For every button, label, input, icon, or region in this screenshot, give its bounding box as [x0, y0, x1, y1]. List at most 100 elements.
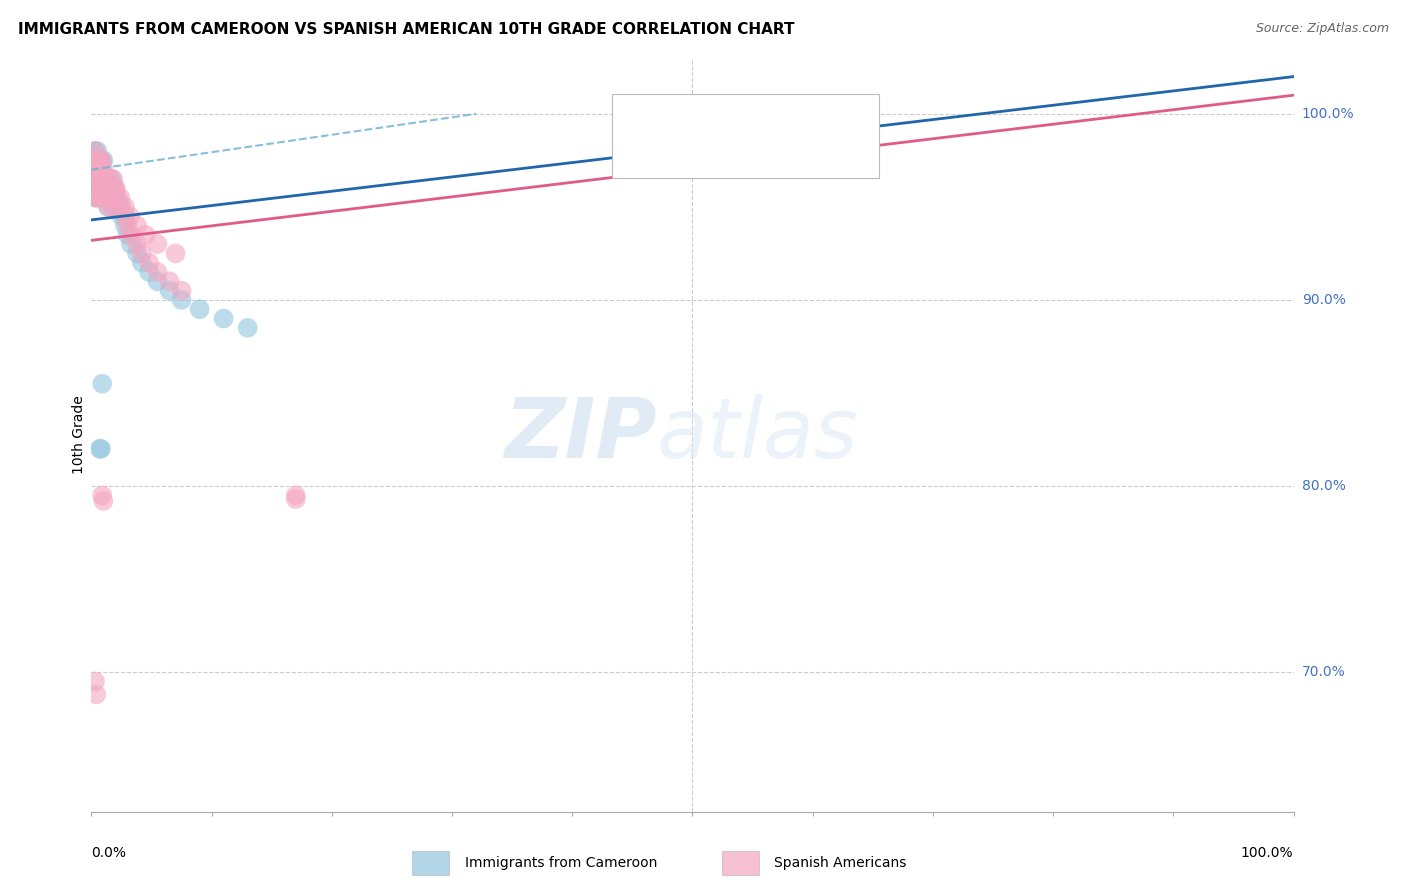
- Text: Spanish Americans: Spanish Americans: [775, 856, 907, 870]
- Point: [131, 246, 153, 260]
- Point: [87, 181, 110, 195]
- Point: [84, 181, 107, 195]
- Text: R = 0.169: R = 0.169: [665, 149, 742, 164]
- Point: [101, 200, 124, 214]
- Point: [170, 284, 193, 298]
- Point: [91, 172, 114, 186]
- Point: [117, 227, 139, 242]
- Point: [120, 237, 142, 252]
- Point: [96, 172, 118, 186]
- Point: [84, 190, 107, 204]
- Point: [90, 442, 112, 456]
- Point: [84, 172, 107, 186]
- Point: [97, 172, 120, 186]
- Point: [89, 153, 111, 168]
- Point: [96, 181, 118, 195]
- Point: [89, 190, 111, 204]
- Point: [93, 181, 115, 195]
- Point: [104, 181, 127, 195]
- Point: [134, 227, 156, 242]
- Point: [91, 376, 114, 391]
- Point: [91, 190, 114, 204]
- Point: [114, 209, 136, 223]
- Point: [84, 162, 107, 177]
- Point: [86, 190, 108, 204]
- Point: [170, 293, 193, 307]
- Point: [100, 181, 122, 195]
- Point: [159, 284, 181, 298]
- Text: IMMIGRANTS FROM CAMEROON VS SPANISH AMERICAN 10TH GRADE CORRELATION CHART: IMMIGRANTS FROM CAMEROON VS SPANISH AMER…: [18, 22, 794, 37]
- Point: [89, 442, 111, 456]
- Text: 90.0%: 90.0%: [1302, 293, 1346, 307]
- Point: [90, 181, 112, 195]
- Point: [94, 190, 117, 204]
- Point: [84, 153, 107, 168]
- Point: [101, 200, 124, 214]
- Point: [97, 181, 120, 195]
- Point: [236, 321, 259, 335]
- Point: [110, 200, 132, 214]
- Point: [90, 153, 112, 168]
- Point: [84, 144, 107, 158]
- Point: [104, 181, 127, 195]
- Point: [125, 246, 148, 260]
- Point: [98, 181, 121, 195]
- Point: [90, 181, 112, 195]
- Text: Immigrants from Cameroon: Immigrants from Cameroon: [465, 856, 657, 870]
- Point: [89, 190, 111, 204]
- Point: [91, 190, 114, 204]
- Text: Source: ZipAtlas.com: Source: ZipAtlas.com: [1256, 22, 1389, 36]
- Point: [138, 265, 160, 279]
- Point: [114, 200, 136, 214]
- Point: [93, 181, 115, 195]
- Point: [84, 190, 107, 204]
- Point: [93, 172, 115, 186]
- Point: [87, 181, 110, 195]
- Text: N = 57: N = 57: [780, 109, 837, 124]
- Point: [90, 162, 112, 177]
- Point: [146, 237, 169, 252]
- Point: [84, 153, 107, 168]
- Point: [89, 172, 111, 186]
- Point: [86, 144, 108, 158]
- Point: [104, 190, 127, 204]
- Point: [86, 162, 108, 177]
- Point: [159, 274, 181, 288]
- Point: [212, 311, 235, 326]
- Text: ZIP: ZIP: [503, 394, 657, 475]
- Text: 0.0%: 0.0%: [91, 846, 127, 860]
- Point: [90, 172, 112, 186]
- Point: [97, 200, 120, 214]
- Point: [100, 190, 122, 204]
- Point: [87, 172, 110, 186]
- Point: [90, 181, 112, 195]
- Point: [84, 688, 107, 702]
- Point: [125, 237, 148, 252]
- Point: [83, 153, 105, 168]
- Point: [84, 172, 107, 186]
- Point: [107, 190, 129, 204]
- Point: [91, 181, 114, 195]
- Point: [86, 172, 108, 186]
- Point: [86, 153, 108, 168]
- Point: [91, 162, 114, 177]
- Point: [110, 190, 132, 204]
- Bar: [620, 103, 654, 130]
- Point: [87, 153, 110, 168]
- Point: [101, 190, 124, 204]
- Bar: [721, 851, 759, 875]
- Point: [284, 491, 307, 506]
- Point: [83, 153, 105, 168]
- Point: [131, 256, 153, 270]
- Text: 100.0%: 100.0%: [1302, 107, 1354, 120]
- Bar: [620, 143, 654, 169]
- Point: [188, 302, 211, 317]
- Y-axis label: 10th Grade: 10th Grade: [72, 395, 86, 475]
- Point: [93, 153, 115, 168]
- Text: N = 58: N = 58: [780, 149, 837, 164]
- Point: [87, 153, 110, 168]
- Point: [146, 265, 169, 279]
- Point: [98, 172, 121, 186]
- Point: [110, 200, 132, 214]
- Point: [87, 172, 110, 186]
